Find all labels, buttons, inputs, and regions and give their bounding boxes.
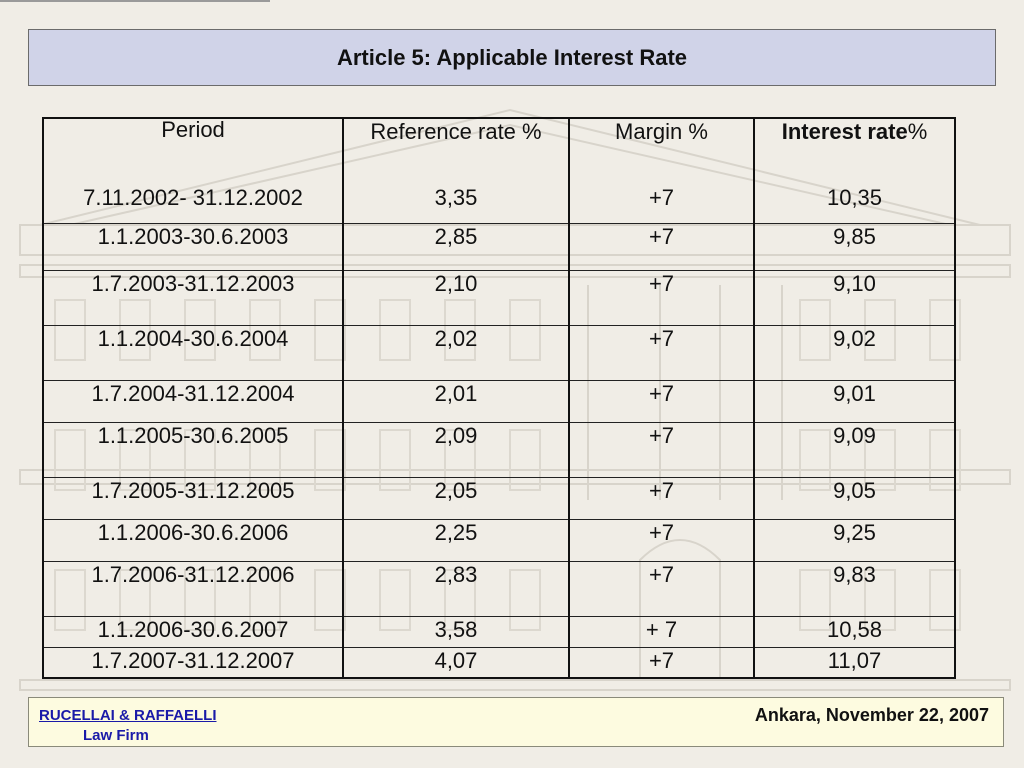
period-cell: 1.7.2005-31.12.2005 [42, 476, 344, 519]
margin-cell: +7 [568, 379, 755, 422]
header-interest-rate: Interest rate % [753, 118, 956, 185]
table-row: 1.1.2003-30.6.2003 2,85 +7 9,85 [42, 222, 956, 270]
table-row: 1.7.2007-31.12.2007 4,07 +7 11,07 [42, 646, 956, 678]
margin-cell: +7 [568, 476, 755, 519]
margin-cell: +7 [568, 646, 755, 678]
period-cell: 1.7.2004-31.12.2004 [42, 379, 344, 422]
interest-rate-cell: 9,05 [753, 476, 956, 519]
reference-rate-cell: 3,35 [342, 185, 570, 223]
reference-rate-cell: 2,10 [342, 269, 570, 325]
firm-name-link[interactable]: RUCELLAI & RAFFAELLI [39, 707, 217, 724]
table-row: 1.1.2006-30.6.2006 2,25 +7 9,25 [42, 518, 956, 561]
top-rule [0, 0, 270, 2]
table-header-row: Period Reference rate % Margin % Interes… [42, 117, 956, 185]
reference-rate-cell: 2,85 [342, 222, 570, 270]
reference-rate-cell: 2,25 [342, 518, 570, 561]
header-reference-rate: Reference rate % [342, 118, 570, 185]
interest-rate-cell: 10,58 [753, 615, 956, 647]
reference-rate-cell: 2,01 [342, 379, 570, 422]
period-cell: 1.7.2007-31.12.2007 [42, 646, 344, 678]
margin-cell: +7 [568, 560, 755, 616]
reference-rate-cell: 2,09 [342, 421, 570, 477]
header-margin: Margin % [568, 118, 755, 185]
interest-rate-cell: 9,09 [753, 421, 956, 477]
table-row: 1.7.2005-31.12.2005 2,05 +7 9,05 [42, 476, 956, 519]
title-bar: Article 5: Applicable Interest Rate [28, 29, 996, 86]
table-row: 7.11.2002- 31.12.2002 3,35 +7 10,35 [42, 185, 956, 223]
table-row: 1.7.2003-31.12.2003 2,10 +7 9,10 [42, 269, 956, 325]
header-period: Period [42, 117, 344, 185]
table-row: 1.7.2004-31.12.2004 2,01 +7 9,01 [42, 379, 956, 422]
period-cell: 1.1.2006-30.6.2006 [42, 518, 344, 561]
interest-rate-cell: 9,25 [753, 518, 956, 561]
margin-cell: +7 [568, 269, 755, 325]
margin-cell: + 7 [568, 615, 755, 647]
interest-rate-cell: 10,35 [753, 185, 956, 223]
margin-cell: +7 [568, 185, 755, 223]
table-row: 1.1.2006-30.6.2007 3,58 + 7 10,58 [42, 615, 956, 647]
period-cell: 1.1.2003-30.6.2003 [42, 222, 344, 270]
interest-rate-cell: 9,01 [753, 379, 956, 422]
slide-title: Article 5: Applicable Interest Rate [336, 44, 688, 70]
margin-cell: +7 [568, 324, 755, 380]
interest-rate-cell: 9,10 [753, 269, 956, 325]
reference-rate-cell: 2,02 [342, 324, 570, 380]
margin-cell: +7 [568, 222, 755, 270]
period-cell: 1.1.2006-30.6.2007 [42, 615, 344, 647]
period-cell: 1.1.2005-30.6.2005 [42, 421, 344, 477]
reference-rate-cell: 4,07 [342, 646, 570, 678]
period-cell: 1.7.2003-31.12.2003 [42, 269, 344, 325]
interest-rate-cell: 9,83 [753, 560, 956, 616]
margin-cell: +7 [568, 421, 755, 477]
interest-rate-cell: 9,02 [753, 324, 956, 380]
table-row: 1.7.2006-31.12.2006 2,83 +7 9,83 [42, 560, 956, 616]
interest-rate-cell: 11,07 [753, 646, 956, 678]
interest-rate-cell: 9,85 [753, 222, 956, 270]
table-row: 1.1.2005-30.6.2005 2,09 +7 9,09 [42, 421, 956, 477]
reference-rate-cell: 3,58 [342, 615, 570, 647]
footer-bar: RUCELLAI & RAFFAELLI Law Firm Ankara, No… [28, 697, 1004, 747]
table-row: 1.1.2004-30.6.2004 2,02 +7 9,02 [42, 324, 956, 380]
period-cell: 7.11.2002- 31.12.2002 [42, 185, 344, 223]
period-cell: 1.7.2006-31.12.2006 [42, 560, 344, 616]
firm-type: Law Firm [83, 727, 149, 744]
period-cell: 1.1.2004-30.6.2004 [42, 324, 344, 380]
reference-rate-cell: 2,83 [342, 560, 570, 616]
reference-rate-cell: 2,05 [342, 476, 570, 519]
place-date: Ankara, November 22, 2007 [754, 705, 989, 725]
margin-cell: +7 [568, 518, 755, 561]
interest-rate-table: Period Reference rate % Margin % Interes… [42, 117, 956, 679]
